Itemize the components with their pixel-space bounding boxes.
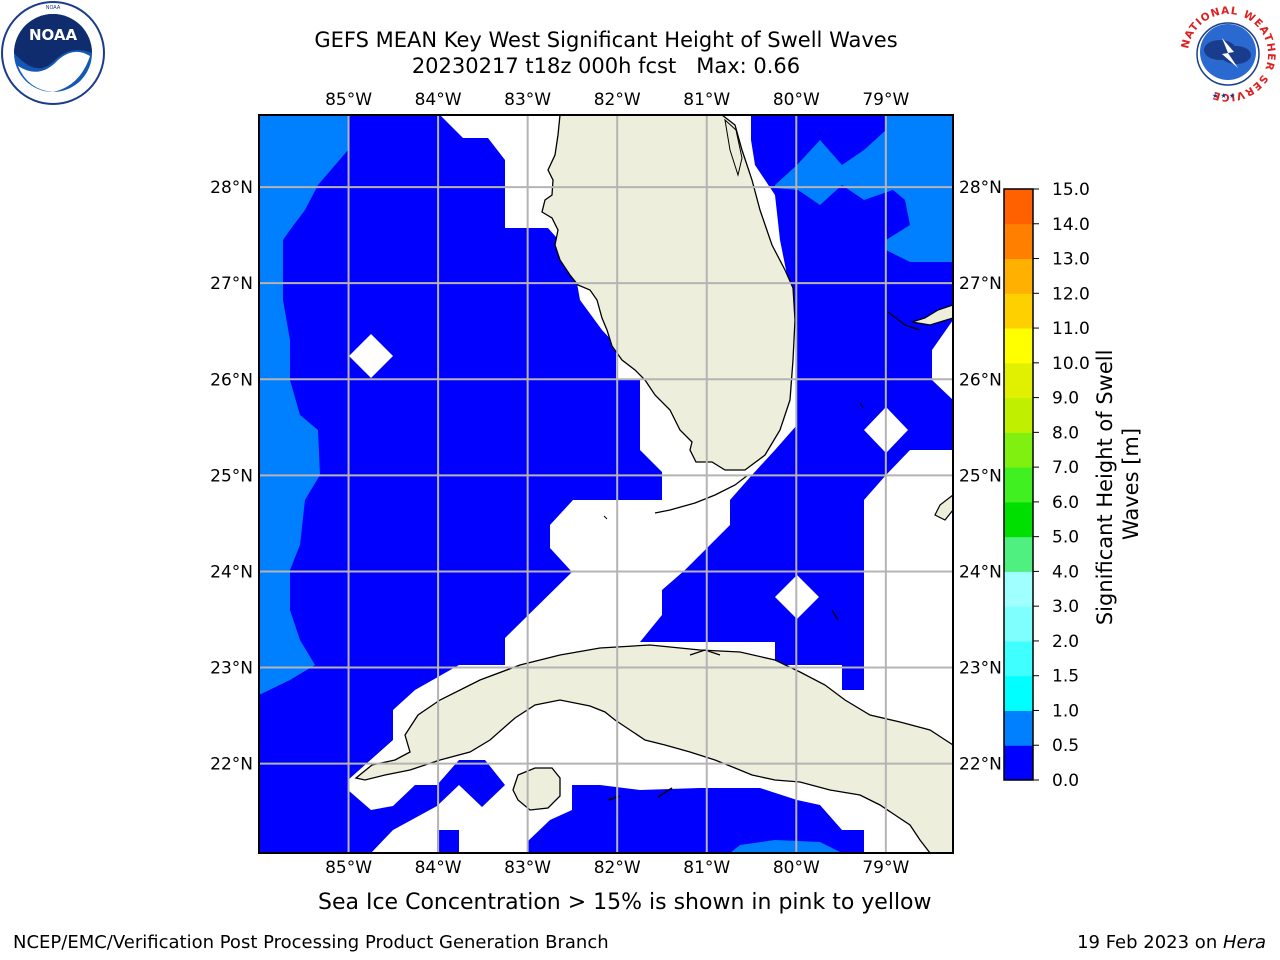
svg-text:★ ★ ★: ★ ★ ★ — [1212, 92, 1235, 100]
caribbean-swell-region — [527, 785, 864, 853]
colorbar-tick-label: 2.0 — [1052, 632, 1079, 652]
footer-host: Hera — [1222, 932, 1266, 953]
chart-subtitle: 20230217 t18z 000h fcst Max: 0.66 — [411, 54, 801, 78]
colorbar-swatch — [1004, 675, 1033, 711]
colorbar-tick-label: 15.0 — [1052, 180, 1090, 200]
lat-tick-label: 23°N — [210, 659, 253, 679]
lat-tick-label: 24°N — [210, 562, 253, 582]
lon-tick-label: 81°W — [683, 858, 730, 878]
colorbar-swatch — [1004, 536, 1033, 572]
colorbar-swatch — [1004, 258, 1033, 294]
footer-date-text: 19 Feb 2023 on — [1077, 932, 1223, 953]
colorbar-tick-label: 9.0 — [1052, 389, 1079, 409]
colorbar-swatch — [1004, 397, 1033, 433]
lat-tick-label: 27°N — [210, 274, 253, 294]
graticule — [259, 115, 953, 853]
colorbar-tick-label: 11.0 — [1052, 319, 1090, 339]
colorbar-tick-label: 0.0 — [1052, 771, 1079, 791]
colorbar-swatch — [1004, 432, 1033, 468]
map-frame — [258, 114, 954, 854]
nws-logo-icon: NATIONAL WEATHER SERVICE ★ ★ ★ — [1178, 4, 1278, 104]
lat-tick-label: 22°N — [959, 755, 1002, 775]
colorbar-tick-label: 1.5 — [1052, 667, 1079, 687]
colorbar-tick-label: 12.0 — [1052, 284, 1090, 304]
lon-tick-label: 80°W — [773, 858, 820, 878]
lon-tick-label: 81°W — [683, 90, 730, 110]
noaa-logo-text: NOAA — [29, 26, 78, 44]
colorbar-swatch — [1004, 745, 1033, 781]
lon-tick-label: 83°W — [504, 858, 551, 878]
footer-credit: NCEP/EMC/Verification Post Processing Pr… — [13, 932, 609, 953]
colorbar-swatch — [1004, 362, 1033, 399]
lon-tick-label: 80°W — [773, 90, 820, 110]
lat-tick-label: 26°N — [210, 370, 253, 390]
colorbar-tick-label: 7.0 — [1052, 458, 1079, 478]
colorbar-tick-label: 0.5 — [1052, 736, 1079, 756]
lon-labels-bottom: 85°W 84°W 83°W 82°W 81°W 80°W 79°W — [325, 858, 909, 878]
noaa-logo-icon: NOAA NOAA — [1, 1, 105, 105]
lon-tick-label: 85°W — [325, 858, 372, 878]
footer-date: 19 Feb 2023 on Hera — [1077, 932, 1266, 953]
lat-labels-right: 28°N 27°N 26°N 25°N 24°N 23°N 22°N — [959, 178, 1002, 775]
lon-tick-label: 79°W — [862, 90, 909, 110]
lat-tick-label: 22°N — [210, 755, 253, 775]
atlantic-swell-region — [640, 115, 953, 690]
colorbar-tick-label: 3.0 — [1052, 597, 1079, 617]
cuba-land — [354, 644, 953, 853]
lat-tick-label: 23°N — [959, 659, 1002, 679]
lat-tick-label: 28°N — [210, 178, 253, 198]
lat-tick-label: 27°N — [959, 274, 1002, 294]
colorbar-tick-label: 1.0 — [1052, 701, 1079, 721]
colorbar-swatch — [1004, 189, 1033, 225]
lon-tick-label: 82°W — [594, 858, 641, 878]
lon-tick-label: 83°W — [504, 90, 551, 110]
colorbar-swatch — [1004, 223, 1033, 260]
lon-tick-label: 84°W — [415, 858, 462, 878]
colorbar-tick-label: 5.0 — [1052, 528, 1079, 548]
colorbar-legend: 0.0 0.5 1.0 1.5 2.0 3.0 4.0 5.0 6.0 7.0 8.0 9.0 10.0… — [1003, 180, 1090, 791]
colorbar-swatch — [1004, 640, 1033, 677]
lat-tick-label: 26°N — [959, 370, 1002, 390]
colorbar-label: Significant Height of Swell Waves [m] — [1093, 343, 1143, 625]
gulf-swell-band — [259, 115, 348, 695]
colorbar-tick-label: 14.0 — [1052, 215, 1090, 235]
colorbar-swatch — [1004, 293, 1033, 329]
map-area — [259, 115, 953, 853]
svg-text:NOAA: NOAA — [46, 5, 61, 11]
colorbar-tick-label: 6.0 — [1052, 493, 1079, 513]
colorbar-swatch — [1004, 606, 1033, 642]
colorbar-label-line1: Significant Height of Swell — [1093, 350, 1117, 626]
florida-land — [541, 115, 796, 471]
lat-tick-label: 28°N — [959, 178, 1002, 198]
lon-tick-label: 82°W — [594, 90, 641, 110]
colorbar-tick-label: 8.0 — [1052, 423, 1079, 443]
colorbar-swatch — [1004, 710, 1033, 746]
colorbar-swatch — [1004, 328, 1033, 364]
colorbar-tick-label: 13.0 — [1052, 250, 1090, 270]
lat-labels-left: 28°N 27°N 26°N 25°N 24°N 23°N 22°N — [210, 178, 253, 775]
colorbar-swatch — [1004, 467, 1033, 503]
lat-tick-label: 24°N — [959, 562, 1002, 582]
colorbar-tick-label: 4.0 — [1052, 562, 1079, 582]
lon-tick-label: 85°W — [325, 90, 372, 110]
colorbar-swatch — [1004, 501, 1033, 538]
lat-tick-label: 25°N — [210, 466, 253, 486]
colorbar-tick-label: 10.0 — [1052, 354, 1090, 374]
colorbar-label-line2: Waves [m] — [1119, 428, 1143, 540]
lon-tick-label: 84°W — [415, 90, 462, 110]
colorbar-frame — [1003, 188, 1034, 781]
chart-title: GEFS MEAN Key West Significant Height of… — [314, 28, 898, 52]
colorbar-swatch — [1004, 571, 1033, 607]
ice-note: Sea Ice Concentration > 15% is shown in … — [318, 890, 932, 915]
lon-tick-label: 79°W — [862, 858, 909, 878]
lon-labels-top: 85°W 84°W 83°W 82°W 81°W 80°W 79°W — [325, 90, 909, 110]
lat-tick-label: 25°N — [959, 466, 1002, 486]
